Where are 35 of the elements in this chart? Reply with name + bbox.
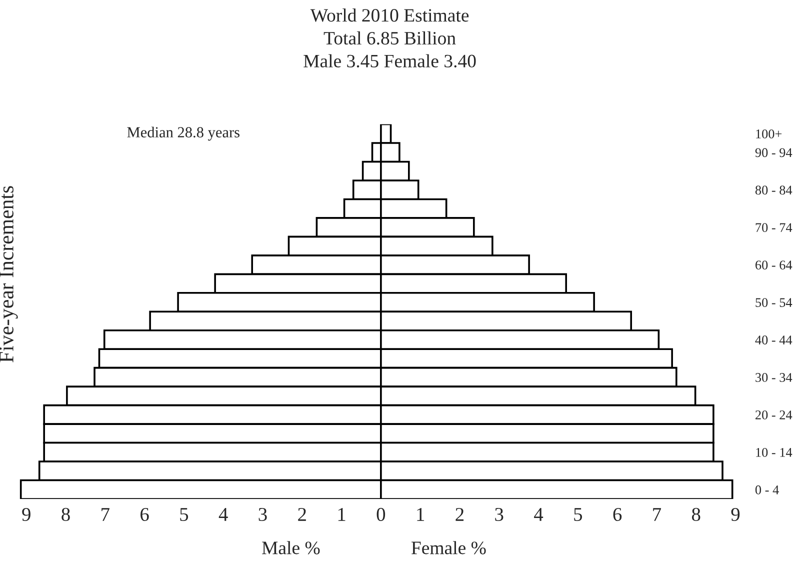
x-tick-label: 2 (456, 508, 464, 521)
chart-title: World 2010 Estimate (310, 8, 469, 22)
x-tick-label: 4 (218, 508, 228, 521)
y-tick-label: 10 - 14 (756, 448, 792, 457)
y-tick-label: 20 - 24 (756, 410, 792, 420)
text: Male % (262, 541, 320, 554)
x-tick-label: 5 (180, 508, 188, 522)
y-tick-label: 0 - 4 (755, 485, 779, 494)
x-tick-label: 9 (22, 508, 30, 522)
x-tick-label: 6 (140, 508, 149, 522)
y-tick-label: 50 - 54 (756, 298, 792, 307)
x-tick-label: 1 (417, 508, 424, 521)
y-tick-label: 40 - 44 (755, 336, 792, 344)
y-tick-label: 80 - 84 (755, 186, 792, 195)
text: Female % (411, 541, 486, 554)
y-tick-label: 70 - 74 (756, 223, 792, 232)
x-tick-label: 9 (731, 508, 740, 522)
y-tick-label: 30 - 34 (756, 373, 792, 382)
annotation: Median 28.8 years (127, 126, 240, 141)
x-tick-label: 5 (574, 508, 582, 522)
x-tick-label: 4 (534, 508, 544, 521)
x-tick-label: 0 (376, 508, 386, 522)
y-tick-label: 100+ (756, 129, 782, 138)
x-tick-label: 7 (102, 508, 110, 521)
x-tick-label: 7 (653, 508, 662, 521)
chart-subtitle: Total 6.85 Billion Male 3.45 Female 3.40 (304, 31, 476, 68)
y-tick-label: 90 - 94 (755, 148, 792, 158)
x-tick-label: 3 (258, 508, 267, 522)
x-tick-label: 3 (495, 508, 504, 522)
x-tick-label: 8 (62, 508, 70, 522)
x-tick-label: 1 (338, 508, 346, 521)
x-tick-label: 2 (298, 508, 306, 521)
x-tick-label: 6 (613, 508, 622, 522)
y-tick-label: 60 - 64 (756, 260, 792, 270)
x-tick-label: 8 (692, 508, 700, 522)
